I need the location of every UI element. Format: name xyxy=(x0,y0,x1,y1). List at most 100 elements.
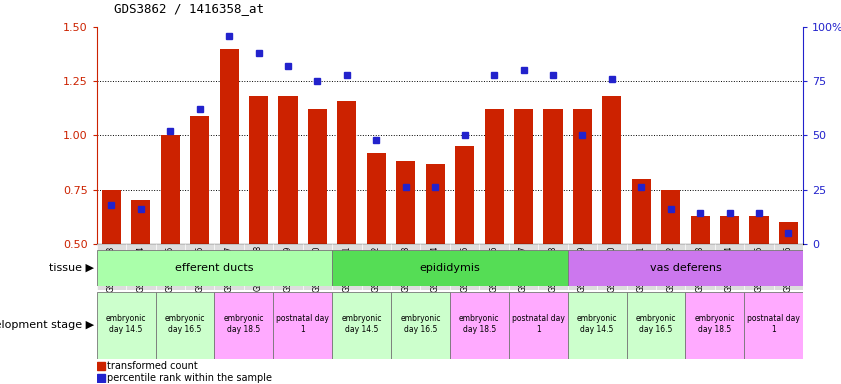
Bar xyxy=(597,244,627,246)
Bar xyxy=(156,292,214,359)
Text: GSM560930: GSM560930 xyxy=(313,245,322,292)
Text: GSM560938: GSM560938 xyxy=(548,245,558,291)
Bar xyxy=(391,292,450,359)
Bar xyxy=(509,292,568,359)
Text: GDS3862 / 1416358_at: GDS3862 / 1416358_at xyxy=(114,2,263,15)
Text: GSM560929: GSM560929 xyxy=(283,245,293,291)
Text: GSM560924: GSM560924 xyxy=(136,245,145,291)
Bar xyxy=(597,244,627,290)
Bar xyxy=(396,161,415,244)
Bar xyxy=(656,244,685,290)
Bar xyxy=(332,250,568,286)
Bar xyxy=(131,200,151,244)
Bar xyxy=(244,244,273,290)
Bar xyxy=(332,244,362,246)
Text: GSM560928: GSM560928 xyxy=(254,245,263,291)
Bar xyxy=(391,244,420,290)
Text: GSM560931: GSM560931 xyxy=(342,245,352,291)
Bar xyxy=(744,244,774,290)
Text: tissue ▶: tissue ▶ xyxy=(49,263,94,273)
Bar xyxy=(450,244,479,290)
Bar xyxy=(602,96,621,244)
Bar xyxy=(97,250,332,286)
Bar xyxy=(715,244,744,246)
Bar xyxy=(744,244,774,246)
Text: epididymis: epididymis xyxy=(420,263,480,273)
Bar xyxy=(126,244,156,290)
Text: efferent ducts: efferent ducts xyxy=(175,263,254,273)
Bar xyxy=(685,292,744,359)
Text: postnatal day
1: postnatal day 1 xyxy=(748,314,800,334)
Bar xyxy=(543,109,563,244)
Bar xyxy=(97,244,126,290)
Bar xyxy=(538,244,568,290)
Bar xyxy=(273,292,332,359)
Bar xyxy=(278,96,298,244)
Bar xyxy=(568,244,597,290)
Text: GSM560923: GSM560923 xyxy=(107,245,116,291)
Bar xyxy=(690,216,710,244)
Text: GSM560936: GSM560936 xyxy=(489,245,499,292)
Bar xyxy=(332,292,391,359)
Text: embryonic
day 14.5: embryonic day 14.5 xyxy=(577,314,617,334)
Bar xyxy=(273,244,303,290)
Text: GSM560943: GSM560943 xyxy=(696,245,705,292)
Text: GSM560927: GSM560927 xyxy=(225,245,234,291)
Text: embryonic
day 18.5: embryonic day 18.5 xyxy=(695,314,735,334)
Bar xyxy=(214,244,244,290)
Text: GSM560946: GSM560946 xyxy=(784,245,793,292)
Text: development stage ▶: development stage ▶ xyxy=(0,320,94,331)
Text: GSM560942: GSM560942 xyxy=(666,245,675,291)
Bar xyxy=(509,244,538,290)
Bar xyxy=(214,244,244,246)
Bar xyxy=(479,244,509,246)
Bar xyxy=(627,292,685,359)
Bar xyxy=(97,244,126,246)
Bar xyxy=(774,244,803,246)
Bar xyxy=(450,292,509,359)
Text: embryonic
day 16.5: embryonic day 16.5 xyxy=(636,314,676,334)
Bar xyxy=(573,109,592,244)
Bar xyxy=(367,153,386,244)
Text: GSM560934: GSM560934 xyxy=(431,245,440,292)
Bar xyxy=(514,109,533,244)
Bar xyxy=(303,244,332,246)
Bar xyxy=(161,136,180,244)
Bar xyxy=(97,292,156,359)
Bar xyxy=(744,292,803,359)
Bar xyxy=(308,109,327,244)
Bar xyxy=(362,244,391,290)
Text: GSM560935: GSM560935 xyxy=(460,245,469,292)
Bar xyxy=(156,244,185,290)
Bar xyxy=(249,96,268,244)
Text: GSM560932: GSM560932 xyxy=(372,245,381,291)
Bar xyxy=(420,244,450,246)
Bar xyxy=(455,146,474,244)
Text: postnatal day
1: postnatal day 1 xyxy=(277,314,329,334)
Bar xyxy=(685,244,715,246)
Bar xyxy=(627,244,656,246)
Bar xyxy=(185,244,214,246)
Bar xyxy=(661,190,680,244)
Bar xyxy=(126,244,156,246)
Text: embryonic
day 16.5: embryonic day 16.5 xyxy=(165,314,205,334)
Bar xyxy=(214,292,273,359)
Text: GSM560944: GSM560944 xyxy=(725,245,734,292)
Text: embryonic
day 18.5: embryonic day 18.5 xyxy=(224,314,264,334)
Text: GSM560941: GSM560941 xyxy=(637,245,646,291)
Text: vas deferens: vas deferens xyxy=(649,263,722,273)
Bar xyxy=(337,101,357,244)
Bar xyxy=(220,49,239,244)
Bar xyxy=(509,244,538,246)
Bar xyxy=(568,250,803,286)
Bar xyxy=(749,216,769,244)
Bar xyxy=(774,244,803,290)
Text: embryonic
day 14.5: embryonic day 14.5 xyxy=(106,314,146,334)
Bar xyxy=(102,190,121,244)
Bar xyxy=(420,244,450,290)
Bar xyxy=(244,244,273,246)
Bar xyxy=(779,222,798,244)
Bar xyxy=(332,244,362,290)
Text: GSM560937: GSM560937 xyxy=(519,245,528,292)
Text: embryonic
day 16.5: embryonic day 16.5 xyxy=(400,314,441,334)
